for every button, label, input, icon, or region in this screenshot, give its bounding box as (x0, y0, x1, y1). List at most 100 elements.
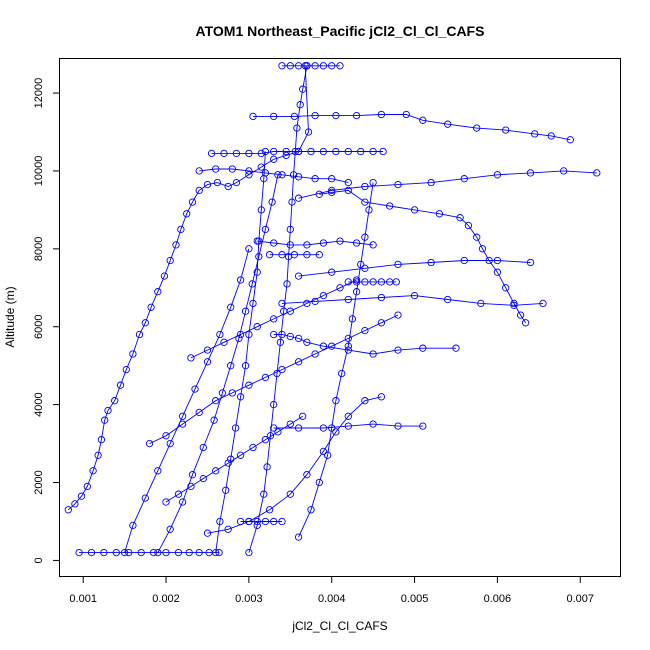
x-tick-label: 0.007 (566, 593, 594, 605)
series (187, 276, 361, 362)
data-point (294, 173, 303, 181)
data-point (263, 463, 271, 471)
data-point (332, 147, 340, 156)
data-point (270, 155, 278, 163)
data-point (566, 136, 574, 144)
series (270, 420, 427, 432)
data-point (224, 525, 232, 533)
series-line (273, 423, 423, 429)
data-point (282, 147, 290, 156)
data-point (516, 311, 525, 319)
series (162, 412, 307, 506)
series-line (165, 415, 303, 503)
data-point (270, 239, 278, 247)
data-point (361, 278, 369, 286)
data-point (293, 124, 301, 132)
data-point (361, 182, 369, 191)
data-point (278, 517, 286, 526)
data-point (303, 338, 311, 346)
series-line (298, 260, 531, 277)
data-point (75, 548, 83, 557)
data-point (228, 165, 236, 173)
data-point (352, 276, 361, 284)
data-point (278, 365, 286, 374)
data-point (531, 130, 539, 138)
data-point (268, 198, 276, 206)
data-point (162, 548, 170, 557)
data-point (369, 178, 377, 187)
data-point (286, 420, 294, 428)
data-point (303, 471, 311, 479)
series-line (253, 114, 571, 141)
data-point (203, 358, 212, 366)
data-point (174, 490, 183, 498)
data-point (379, 147, 387, 156)
data-point (77, 492, 86, 500)
series-line (273, 334, 456, 355)
data-point (257, 206, 265, 214)
data-point (510, 301, 518, 309)
x-axis: 0.001 0.002 0.003 0.004 0.005 0.006 0.007 (69, 576, 594, 605)
data-point (328, 424, 336, 432)
data-point (236, 276, 245, 284)
data-point (97, 436, 106, 444)
data-point (154, 288, 162, 296)
data-point (307, 147, 315, 156)
data-point (332, 111, 340, 120)
data-point (377, 293, 386, 302)
data-point (402, 110, 410, 119)
data-point (172, 241, 180, 249)
series-line (207, 396, 382, 534)
series (120, 245, 253, 557)
data-point (265, 506, 274, 514)
data-point (419, 422, 427, 430)
series-line (190, 279, 357, 359)
data-point (241, 362, 250, 370)
data-point (185, 548, 193, 557)
plot-frame (59, 58, 621, 577)
data-point (249, 443, 257, 452)
series (253, 237, 377, 249)
data-point (361, 326, 369, 335)
data-point (344, 186, 352, 195)
data-point (473, 233, 481, 241)
series (294, 256, 535, 280)
data-point (245, 548, 253, 557)
x-axis-label: jCl2_Cl_Cl_CAFS (291, 619, 387, 633)
data-point (427, 258, 435, 267)
data-point (261, 225, 270, 234)
data-point (245, 171, 253, 179)
data-point (299, 85, 307, 93)
data-point (427, 178, 435, 187)
data-point (460, 175, 468, 183)
data-point (299, 412, 307, 420)
data-point (290, 251, 299, 259)
data-point (249, 112, 257, 121)
y-tick-label: 10000 (33, 156, 45, 187)
data-point (137, 548, 145, 557)
data-point (377, 110, 386, 119)
data-point (303, 251, 311, 259)
data-point (526, 258, 535, 267)
series (270, 330, 460, 358)
series-line (215, 151, 266, 553)
series (207, 147, 387, 158)
data-point (286, 490, 294, 498)
data-point (526, 169, 535, 177)
data-point (94, 451, 102, 459)
data-point (232, 149, 241, 158)
data-point (253, 323, 261, 331)
data-point (294, 424, 303, 432)
data-point (369, 147, 377, 156)
data-point (288, 198, 296, 206)
series-line (257, 240, 374, 246)
data-point (255, 252, 263, 261)
data-point (348, 315, 357, 323)
data-point (253, 521, 261, 530)
data-point (294, 334, 303, 343)
data-point (212, 397, 220, 405)
data-point (125, 548, 133, 557)
data-point (160, 272, 169, 280)
y-axis-label: Altitude (m) (3, 286, 17, 347)
data-point (213, 178, 222, 187)
